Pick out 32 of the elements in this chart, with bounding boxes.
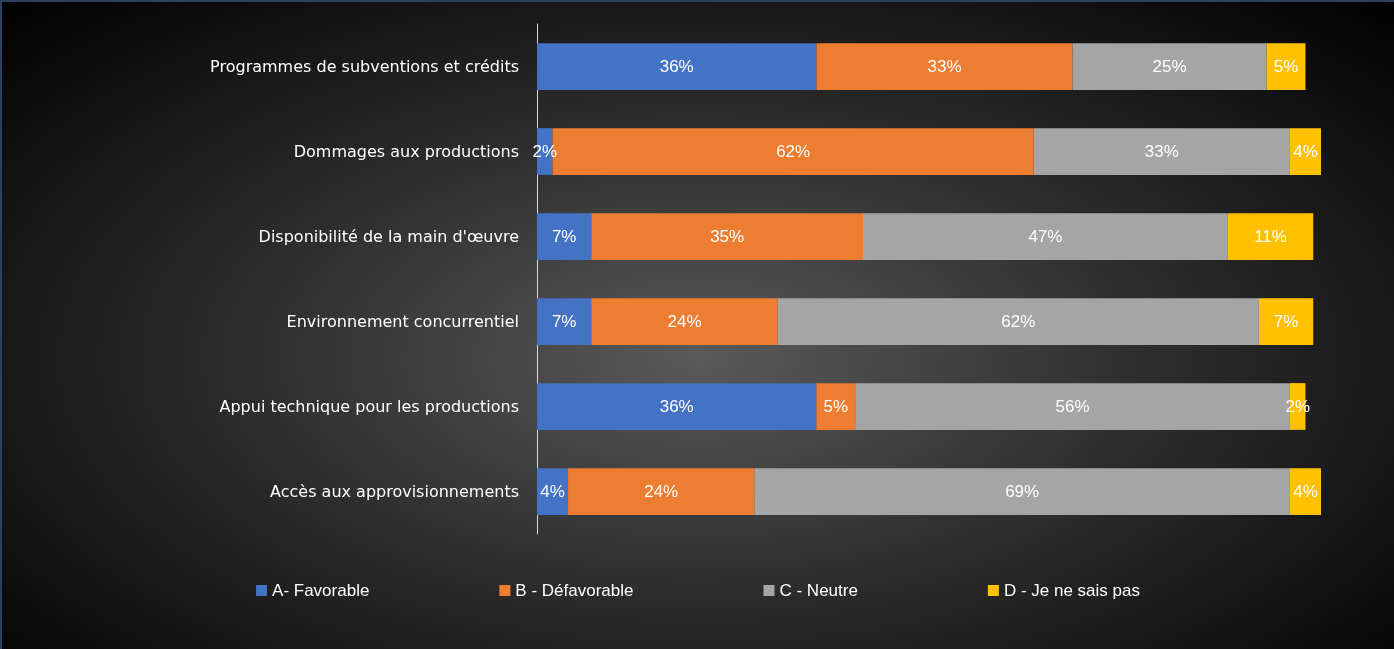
data-label: 33% [1144, 142, 1179, 161]
y-tick-label: Disponibilité de la main d'œuvre [258, 227, 519, 246]
data-label: 36% [659, 57, 694, 76]
y-tick-label: Programmes de subventions et crédits [210, 57, 519, 76]
legend-label: C - Neutre [779, 581, 858, 600]
data-label: 7% [551, 312, 577, 331]
data-label: 5% [823, 397, 849, 416]
data-label: 24% [667, 312, 702, 331]
legend-label: D - Je ne sais pas [1003, 581, 1140, 600]
data-label: 62% [776, 142, 811, 161]
data-label: 7% [551, 227, 577, 246]
data-label: 47% [1028, 227, 1063, 246]
legend-label: B - Défavorable [515, 581, 634, 600]
data-label: 24% [644, 482, 679, 501]
data-label: 7% [1273, 312, 1299, 331]
data-label: 11% [1254, 227, 1287, 246]
y-tick-label: Dommages aux productions [293, 142, 519, 161]
data-label: 35% [710, 227, 745, 246]
y-tick-label: Accès aux approvisionnements [270, 482, 519, 501]
data-label: 62% [1001, 312, 1036, 331]
legend-label: A- Favorable [272, 581, 370, 600]
data-label: 25% [1152, 57, 1187, 76]
data-label: 69% [1005, 482, 1040, 501]
data-label: 4% [540, 482, 565, 501]
data-label: 4% [1293, 482, 1318, 501]
y-tick-label: Appui technique pour les productions [219, 397, 519, 416]
data-label: 56% [1055, 397, 1090, 416]
data-label: 36% [659, 397, 694, 416]
data-label: 5% [1273, 57, 1299, 76]
data-label: 33% [927, 57, 962, 76]
y-tick-label: Environnement concurrentiel [286, 312, 519, 331]
data-label: 4% [1293, 142, 1318, 161]
